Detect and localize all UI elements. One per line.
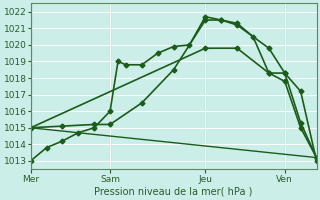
X-axis label: Pression niveau de la mer( hPa ): Pression niveau de la mer( hPa ) xyxy=(94,187,253,197)
